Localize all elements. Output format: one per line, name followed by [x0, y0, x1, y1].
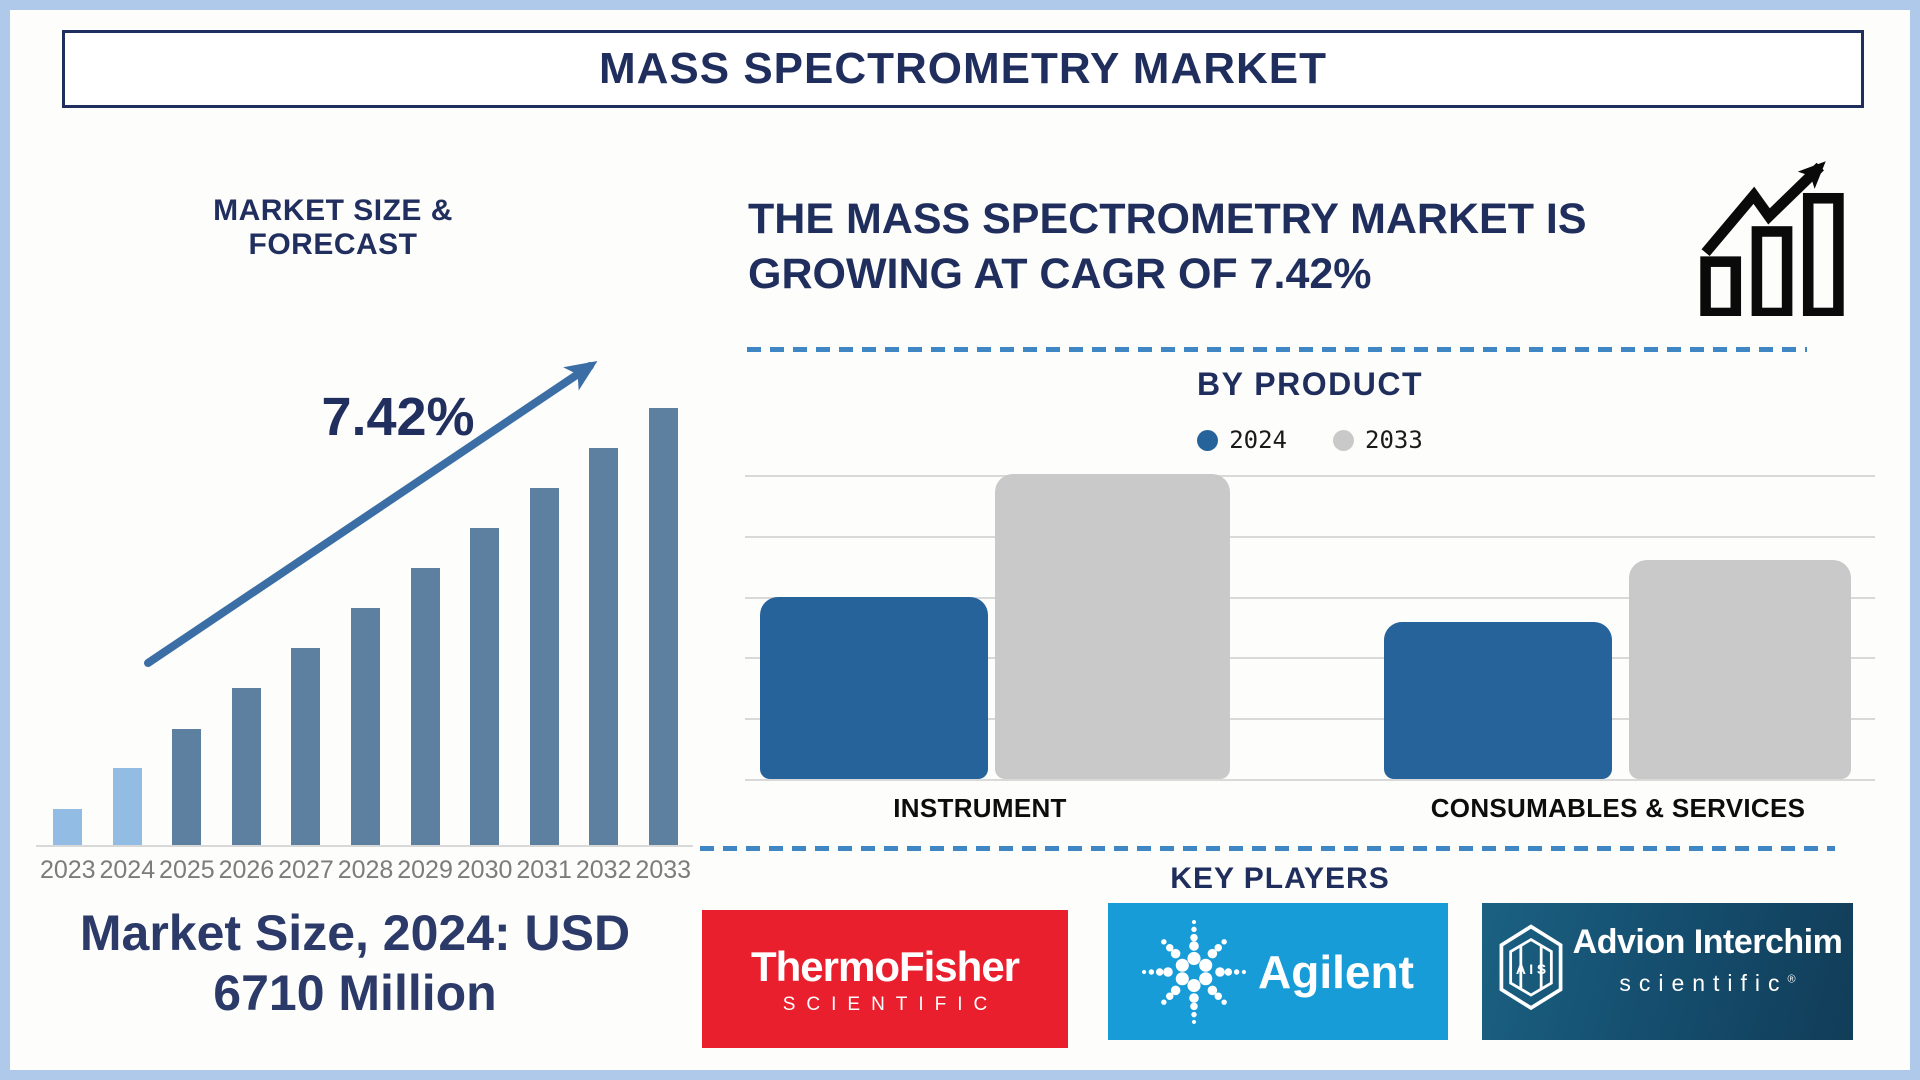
advion-subtitle: scientific® — [1619, 970, 1796, 996]
gridline — [745, 536, 1875, 538]
legend-item-2024: 2024 — [1197, 426, 1287, 454]
logo-advion-interchim: A I S Advion Interchim scientific® — [1482, 903, 1853, 1040]
market-size-bar-2030 — [470, 528, 500, 847]
logo-agilent: Agilent — [1108, 903, 1448, 1040]
market-size-line1: Market Size, 2024: USD — [79, 905, 631, 961]
bar-column-2033 — [633, 400, 693, 847]
right-headline: THE MASS SPECTROMETRY MARKET IS GROWING … — [748, 192, 1668, 302]
thermo-fisher-subtitle: SCIENTIFIC — [782, 993, 999, 1015]
by-product-bar-2024-instrument — [760, 597, 988, 779]
key-players-title: KEY PLAYERS — [1170, 862, 1390, 895]
year-label: 2026 — [218, 856, 275, 884]
year-label: 2028 — [337, 856, 394, 884]
ais-letters: A I S — [1516, 961, 1546, 977]
year-label: 2030 — [456, 856, 513, 884]
dashed-divider-top — [747, 347, 1807, 352]
bar-column-2025 — [157, 400, 217, 847]
year-label: 2032 — [575, 856, 632, 884]
market-size-callout: Market Size, 2024: USD 6710 Million — [40, 903, 670, 1023]
cagr-annotation: 7.42% — [321, 387, 475, 447]
legend-label: 2024 — [1229, 426, 1287, 454]
by-product-legend: 2024 2033 — [745, 426, 1875, 454]
left-chart-baseline — [36, 845, 693, 847]
market-size-bar-2025 — [172, 729, 202, 847]
by-product-bar-2024-consumables-services — [1384, 622, 1612, 779]
by-product-title: BY PRODUCT — [1197, 366, 1423, 402]
category-label: INSTRUMENT — [893, 793, 1067, 823]
year-label: 2033 — [635, 856, 692, 884]
market-size-bar-2026 — [231, 688, 261, 847]
year-label: 2025 — [159, 856, 215, 884]
market-size-bar-2027 — [291, 648, 321, 847]
market-size-bar-2023 — [53, 809, 83, 847]
gridline — [745, 718, 1875, 720]
left-chart-year-axis: 2023 2024 2025 2026 2027 2028 2029 2030 2031 2032… — [38, 856, 693, 885]
left-chart-title: MARKET SIZE & FORECAST — [213, 194, 453, 261]
market-size-bar-2031 — [529, 488, 559, 847]
ais-hexagon-icon: A I S — [1499, 924, 1563, 1011]
gridline — [745, 657, 1875, 659]
gridline — [745, 475, 1875, 477]
category-label: CONSUMABLES & SERVICES — [1430, 793, 1806, 823]
market-size-bar-2033 — [648, 408, 678, 847]
dashed-divider-bottom — [700, 846, 1835, 851]
year-label: 2031 — [516, 856, 572, 884]
market-size-bar-2029 — [410, 568, 440, 847]
market-size-line2: 6710 Million — [213, 965, 497, 1021]
title-banner: MASS SPECTROMETRY MARKET — [62, 30, 1864, 108]
gridline — [745, 779, 1875, 781]
agilent-starburst-icon — [1142, 919, 1247, 1024]
bar-column-2024 — [98, 400, 158, 847]
bar-column-2023 — [38, 400, 98, 847]
bar-column-2031 — [514, 400, 574, 847]
advion-text-block: Advion Interchim scientific® — [1570, 923, 1845, 997]
bar-column-2028 — [336, 400, 396, 847]
legend-dot-2033 — [1333, 429, 1354, 451]
bar-column-2030 — [455, 400, 515, 847]
thermo-fisher-wordmark: ThermoFisher — [750, 942, 1020, 990]
right-headline-line2: GROWING AT CAGR OF 7.42% — [748, 250, 1372, 298]
logo-thermo-fisher: ThermoFisher SCIENTIFIC — [702, 910, 1068, 1048]
by-product-bar-chart: INSTRUMENT CONSUMABLES & SERVICES — [745, 455, 1875, 823]
advion-wordmark: Advion Interchim — [1572, 923, 1843, 961]
bar-column-2027 — [276, 400, 336, 847]
year-label: 2029 — [397, 856, 453, 884]
gridline — [745, 597, 1875, 599]
legend-item-2033: 2033 — [1333, 426, 1423, 454]
bar-column-2026 — [217, 400, 277, 847]
growth-chart-icon — [1700, 161, 1844, 316]
year-label: 2027 — [278, 856, 334, 884]
legend-label: 2033 — [1365, 426, 1423, 454]
year-label: 2023 — [39, 856, 96, 884]
agilent-wordmark: Agilent — [1258, 945, 1414, 998]
by-product-bar-2033-consumables-services — [1629, 560, 1851, 779]
registered-mark: ® — [1787, 973, 1796, 986]
right-headline-line1: THE MASS SPECTROMETRY MARKET IS — [748, 195, 1587, 243]
legend-dot-2024 — [1197, 429, 1219, 451]
page-title: MASS SPECTROMETRY MARKET — [598, 44, 1328, 93]
market-size-bar-2028 — [351, 608, 380, 847]
market-size-bar-chart — [38, 400, 693, 847]
market-size-bar-2032 — [589, 448, 619, 847]
trend-arrow-icon — [144, 360, 598, 667]
by-product-bar-2033-instrument — [995, 474, 1230, 779]
bar-column-2032 — [574, 400, 634, 847]
bar-column-2029 — [395, 400, 455, 847]
market-size-bar-2024 — [112, 768, 142, 847]
year-label: 2024 — [99, 856, 156, 884]
